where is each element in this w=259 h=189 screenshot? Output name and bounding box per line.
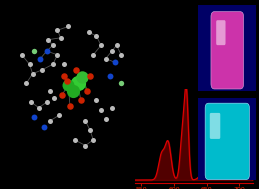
Point [108,74,112,77]
Point [83,119,88,122]
Point [32,116,36,119]
Point [119,53,123,56]
Point [37,106,41,109]
Point [119,82,123,85]
Point [38,57,42,60]
Point [104,118,108,121]
Point [55,53,60,56]
Point [85,89,89,92]
Point [113,61,117,64]
FancyBboxPatch shape [205,103,249,180]
Point [60,93,64,96]
Point [79,99,83,102]
Point [110,106,114,109]
Point [88,129,92,132]
Point [41,125,46,128]
Point [87,31,91,34]
Point [73,138,77,141]
Point [91,138,95,141]
Point [20,53,24,56]
Point [114,44,119,47]
Point [45,50,49,53]
Point [110,50,114,53]
Point [94,34,98,37]
Point [48,89,52,92]
Point [99,108,103,111]
Point [52,97,56,100]
Point [45,101,49,104]
Point [94,99,98,102]
Point [48,119,52,122]
Point [99,44,103,47]
Point [24,82,28,85]
Point [51,63,55,66]
Point [31,72,35,75]
Point [62,63,66,66]
Point [62,74,66,77]
FancyBboxPatch shape [210,113,220,139]
Point [66,25,70,28]
Point [68,104,72,107]
Point [55,29,60,32]
Point [27,63,32,66]
Point [71,89,75,92]
Point [83,144,88,147]
Point [46,38,50,41]
Point [88,74,92,77]
Point [40,68,44,71]
FancyBboxPatch shape [216,20,226,45]
Point [29,101,33,104]
Point [51,44,55,47]
Point [76,82,80,85]
Point [80,76,84,79]
Point [59,36,63,39]
Point [74,68,78,71]
Point [65,80,69,83]
Point [66,84,70,87]
Point [91,53,95,56]
Point [104,57,108,60]
Point [32,50,36,53]
Point [57,114,61,117]
FancyBboxPatch shape [211,12,244,89]
